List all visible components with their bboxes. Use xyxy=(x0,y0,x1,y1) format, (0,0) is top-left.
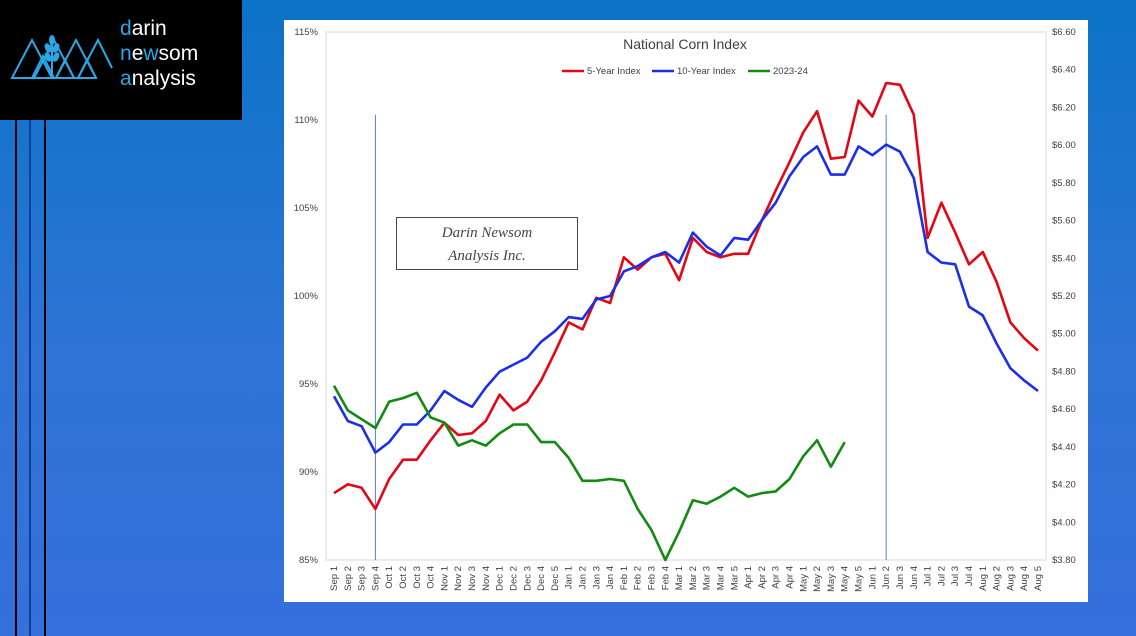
left-axis-tick: 110% xyxy=(294,115,318,126)
watermark-line2: Analysis Inc. xyxy=(448,248,526,264)
right-axis-tick: $6.00 xyxy=(1052,140,1076,151)
x-axis-tick: Mar 4 xyxy=(716,566,727,590)
right-axis-tick: $6.40 xyxy=(1052,65,1076,76)
x-axis-tick: Apr 1 xyxy=(743,566,754,589)
x-axis-tick: Dec 3 xyxy=(522,566,533,591)
x-axis-tick: Jul 2 xyxy=(936,566,947,586)
left-axis-tick: 85% xyxy=(299,555,319,566)
x-axis-tick: Sep 3 xyxy=(357,566,368,591)
right-axis-tick: $4.60 xyxy=(1052,404,1076,415)
x-axis-tick: Jun 4 xyxy=(909,566,920,589)
x-axis-tick: Nov 4 xyxy=(481,566,492,591)
logo-text: darin newsom analysis xyxy=(120,17,199,90)
right-axis-tick: $5.40 xyxy=(1052,253,1076,264)
x-axis-tick: Jan 2 xyxy=(577,566,588,589)
x-axis-tick: Jan 4 xyxy=(605,566,616,589)
legend-label: 2023-24 xyxy=(773,66,808,77)
x-axis-tick: May 2 xyxy=(812,566,823,592)
decorative-line-left xyxy=(15,120,17,636)
x-axis-tick: Aug 2 xyxy=(992,566,1003,591)
x-axis-tick: Jul 4 xyxy=(964,566,975,586)
x-axis-tick: May 1 xyxy=(798,566,809,592)
x-axis-tick: Aug 1 xyxy=(978,566,989,591)
right-axis-tick: $5.20 xyxy=(1052,291,1076,302)
x-axis-tick: Dec 2 xyxy=(508,566,519,591)
logo-mountains-icon xyxy=(10,35,113,79)
x-axis-tick: Feb 4 xyxy=(660,566,671,590)
x-axis-tick: Jan 3 xyxy=(591,566,602,589)
legend-label: 5-Year Index xyxy=(587,66,641,77)
x-axis-tick: Apr 4 xyxy=(785,566,796,589)
x-axis-tick: Jun 3 xyxy=(895,566,906,589)
decorative-line-right xyxy=(44,120,46,636)
series-line xyxy=(332,143,1039,454)
decorative-line-middle xyxy=(29,120,31,636)
x-axis-tick: Aug 3 xyxy=(1005,566,1016,591)
x-axis-tick: Aug 5 xyxy=(1033,566,1044,591)
left-axis-tick: 95% xyxy=(299,379,319,390)
x-axis-tick: Dec 1 xyxy=(495,566,506,591)
x-axis-tick: Jul 1 xyxy=(923,566,934,586)
x-axis-tick: Sep 4 xyxy=(370,566,381,591)
x-axis-tick: Sep 1 xyxy=(329,566,340,591)
x-axis-tick: Jun 1 xyxy=(867,566,878,589)
x-axis-tick: Dec 4 xyxy=(536,566,547,591)
x-axis-tick: Jul 3 xyxy=(950,566,961,586)
x-axis-tick: Feb 3 xyxy=(646,566,657,590)
corn-index-chart: National Corn Index 5-Year Index 10-Year … xyxy=(294,27,1076,592)
x-axis-tick: Oct 3 xyxy=(412,566,423,589)
logo: darin newsom analysis xyxy=(0,0,242,120)
right-axis-tick: $5.60 xyxy=(1052,216,1076,227)
right-axis-tick: $4.00 xyxy=(1052,517,1076,528)
right-axis-tick: $3.80 xyxy=(1052,555,1076,566)
x-axis-tick: Jan 1 xyxy=(564,566,575,589)
x-axis-tick: Nov 1 xyxy=(439,566,450,591)
x-axis-tick: Apr 2 xyxy=(757,566,768,589)
x-axis-tick: Feb 1 xyxy=(619,566,630,590)
legend: 5-Year Index 10-Year Index 2023-24 xyxy=(562,66,808,77)
right-axis-tick: $6.20 xyxy=(1052,102,1076,113)
chart-panel: National Corn Index 5-Year Index 10-Year … xyxy=(284,20,1088,602)
series-line xyxy=(332,385,846,562)
right-axis-tick: $4.20 xyxy=(1052,480,1076,491)
x-axis-tick: Mar 1 xyxy=(674,566,685,590)
x-axis-tick: May 3 xyxy=(826,566,837,592)
series-line xyxy=(333,81,1039,511)
x-axis-tick: Jun 2 xyxy=(881,566,892,589)
watermark-box: Darin Newsom Analysis Inc. xyxy=(396,217,578,270)
watermark-line1: Darin Newsom xyxy=(441,225,533,241)
left-axis-tick: 100% xyxy=(294,291,319,302)
x-axis-tick: Nov 2 xyxy=(453,566,464,591)
x-axis-tick: Sep 2 xyxy=(343,566,354,591)
legend-label: 10-Year Index xyxy=(677,66,736,77)
x-axis-tick: Oct 2 xyxy=(398,566,409,589)
right-axis-tick: $5.80 xyxy=(1052,178,1076,189)
left-axis-tick: 105% xyxy=(294,203,319,214)
x-axis-tick: Feb 2 xyxy=(633,566,644,590)
x-axis-tick: Oct 4 xyxy=(426,566,437,589)
x-axis-tick: Mar 3 xyxy=(702,566,713,590)
right-axis-tick: $5.00 xyxy=(1052,329,1076,340)
plot-area xyxy=(325,31,1047,561)
x-axis-tick: Mar 5 xyxy=(729,566,740,590)
x-axis-tick: Oct 1 xyxy=(384,566,395,589)
x-axis-tick: May 5 xyxy=(854,566,865,592)
right-axis-tick: $4.80 xyxy=(1052,366,1076,377)
x-axis-tick: Dec 5 xyxy=(550,566,561,591)
right-axis-tick: $6.60 xyxy=(1052,27,1076,38)
x-axis-tick: Mar 2 xyxy=(688,566,699,590)
right-axis-tick: $4.40 xyxy=(1052,442,1076,453)
x-axis-tick: Aug 4 xyxy=(1019,566,1030,591)
left-axis-tick: 115% xyxy=(294,27,318,38)
x-axis-tick: Nov 3 xyxy=(467,566,478,591)
left-axis-tick: 90% xyxy=(299,467,319,478)
x-axis-tick: May 4 xyxy=(840,566,851,592)
chart-title: National Corn Index xyxy=(623,36,747,52)
x-axis-tick: Apr 3 xyxy=(771,566,782,589)
